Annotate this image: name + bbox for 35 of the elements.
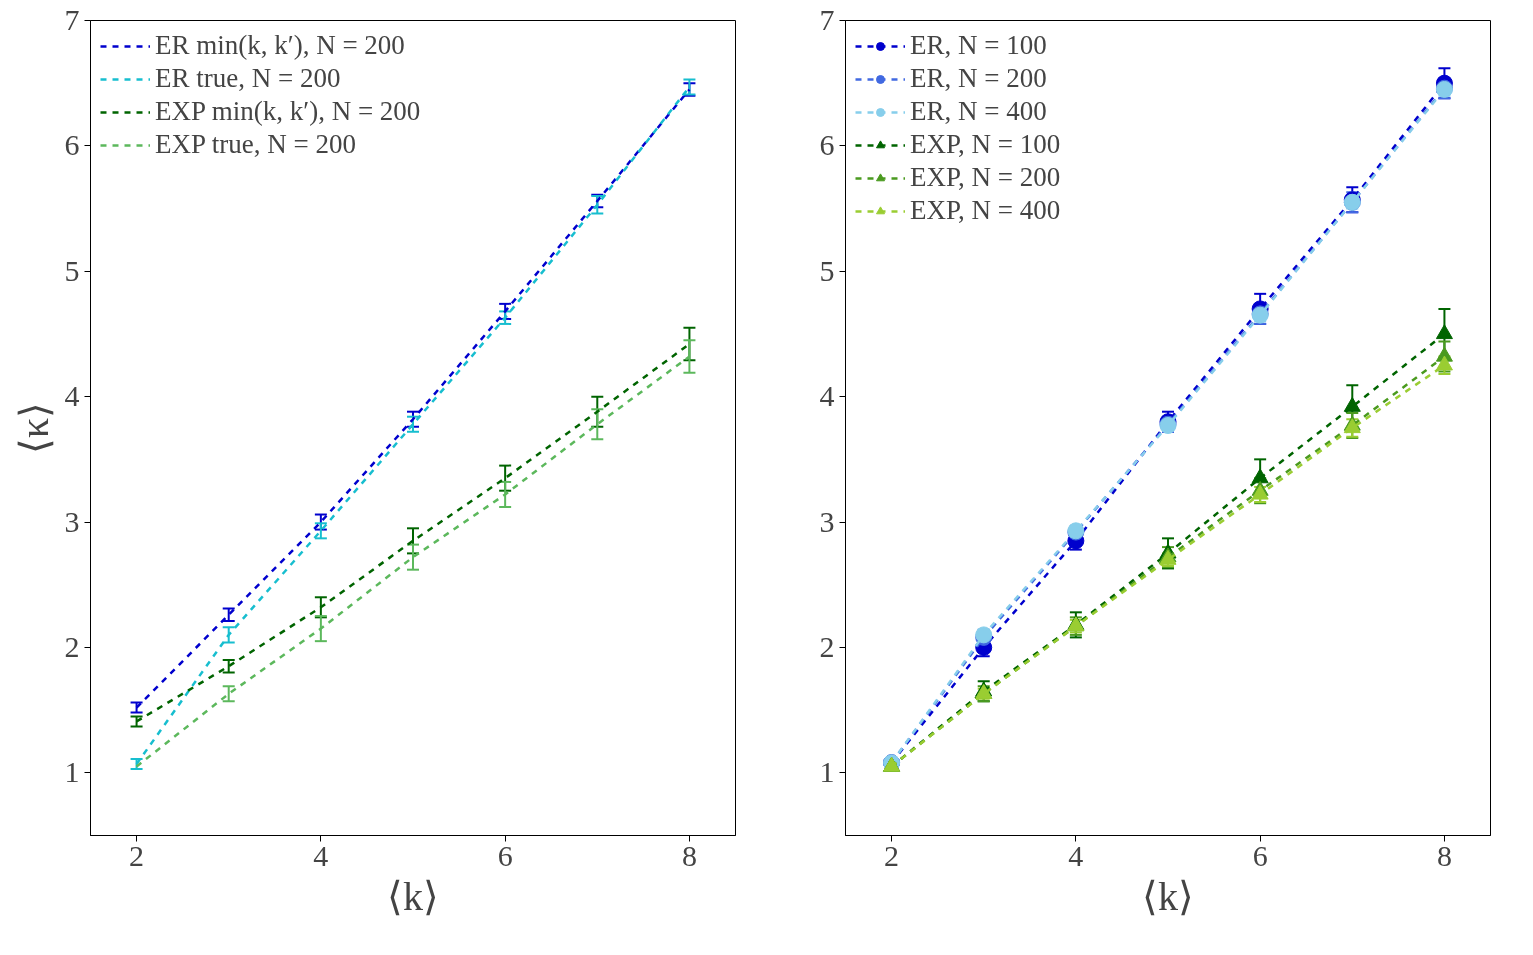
x-tick-label: 8 xyxy=(1436,838,1452,872)
y-tick-label: 7 xyxy=(64,3,80,36)
legend-label: EXP, N = 100 xyxy=(910,129,1061,160)
legend-label: EXP min(k, k′), N = 200 xyxy=(155,96,421,127)
y-tick-label: 2 xyxy=(64,629,80,663)
y-tick-label: 2 xyxy=(819,629,835,663)
x-tick-label: 8 xyxy=(681,838,697,872)
legend-label: ER min(k, k′), N = 200 xyxy=(155,30,405,61)
legend-label: ER, N = 100 xyxy=(910,30,1047,61)
y-tick-label: 4 xyxy=(819,379,835,413)
y-tick-label: 3 xyxy=(819,504,835,538)
legend-label: ER, N = 200 xyxy=(910,63,1047,94)
y-tick-label: 3 xyxy=(64,504,80,538)
y-tick-label: 5 xyxy=(819,253,835,287)
legend-label: EXP true, N = 200 xyxy=(155,129,356,160)
x-axis-title: ⟨k⟩ xyxy=(1142,873,1194,919)
y-tick-label: 1 xyxy=(64,755,80,789)
y-tick-label: 6 xyxy=(64,128,80,162)
y-tick-label: 6 xyxy=(819,128,835,162)
x-tick-label: 6 xyxy=(497,838,513,872)
y-tick-label: 7 xyxy=(819,3,835,36)
x-tick-label: 4 xyxy=(1068,838,1084,872)
x-tick-label: 2 xyxy=(129,838,145,872)
y-tick-label: 4 xyxy=(64,379,80,413)
legend-label: ER, N = 400 xyxy=(910,96,1047,127)
legend-label: EXP, N = 200 xyxy=(910,162,1061,193)
y-tick-label: 5 xyxy=(64,253,80,287)
x-tick-label: 4 xyxy=(313,838,329,872)
y-axis-title: ⟨κ⟩ xyxy=(11,401,57,455)
x-tick-label: 6 xyxy=(1252,838,1268,872)
x-tick-label: 2 xyxy=(884,838,900,872)
x-axis-title: ⟨k⟩ xyxy=(387,873,439,919)
legend-label: ER true, N = 200 xyxy=(155,63,341,94)
legend-label: EXP, N = 400 xyxy=(910,195,1061,226)
y-tick-label: 1 xyxy=(819,755,835,789)
